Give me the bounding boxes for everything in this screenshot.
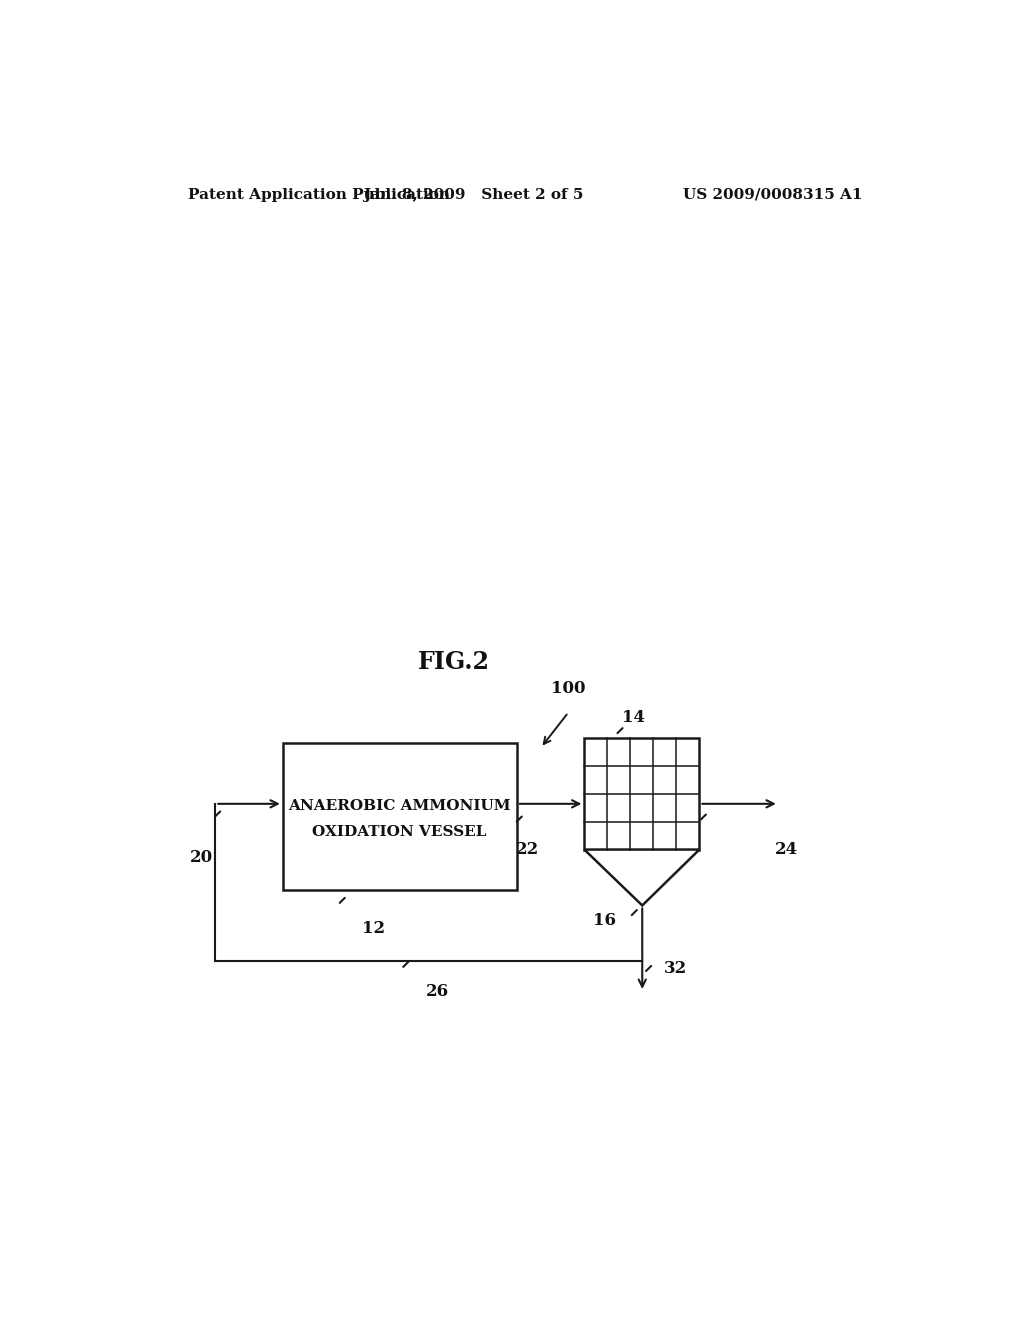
Text: 100: 100 [551,680,586,697]
Text: 32: 32 [664,960,687,977]
Text: 22: 22 [515,841,539,858]
Text: ANAEROBIC AMMONIUM: ANAEROBIC AMMONIUM [288,799,511,813]
Text: 26: 26 [426,983,450,1001]
Text: 14: 14 [622,709,645,726]
Polygon shape [283,743,517,890]
Text: FIG.2: FIG.2 [418,649,489,673]
Text: 16: 16 [594,912,616,929]
Polygon shape [585,850,699,906]
Text: Jan. 8, 2009   Sheet 2 of 5: Jan. 8, 2009 Sheet 2 of 5 [364,187,584,202]
Text: 20: 20 [190,849,213,866]
Text: US 2009/0008315 A1: US 2009/0008315 A1 [683,187,862,202]
Text: 24: 24 [775,841,799,858]
Polygon shape [585,738,699,850]
Text: Patent Application Publication: Patent Application Publication [187,187,450,202]
Text: 12: 12 [362,920,386,937]
Text: OXIDATION VESSEL: OXIDATION VESSEL [312,825,486,840]
